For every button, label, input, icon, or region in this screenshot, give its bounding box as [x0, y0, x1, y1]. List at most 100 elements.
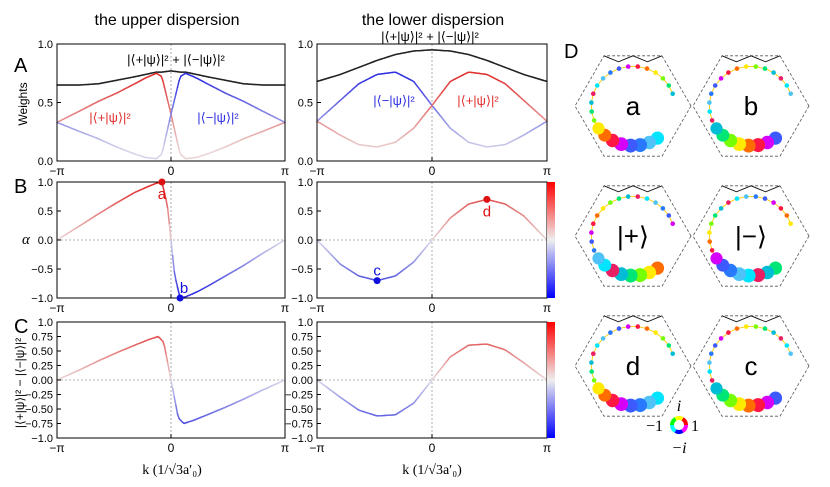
- site-dot: [670, 91, 675, 96]
- site-dot: [591, 221, 596, 226]
- site-dot: [616, 66, 622, 71]
- weights-y-label: Weights: [16, 82, 30, 125]
- site-dot: [762, 196, 768, 201]
- site-dot: [707, 360, 712, 365]
- site-dot: [589, 100, 594, 105]
- site-dot: [718, 206, 724, 211]
- upper-alpha-y-tick-label: −0.5: [31, 264, 53, 276]
- point-label-b: b: [180, 280, 188, 297]
- colorbar-c: [547, 322, 555, 438]
- lower-weights-y-tick-label: 1.0: [298, 39, 313, 51]
- site-dot: [707, 369, 712, 374]
- site-dot: [712, 343, 718, 348]
- alpha-y-label: α: [22, 232, 31, 248]
- colorbar-b: [547, 182, 555, 298]
- upper-diff-y-tick-label: 0.25: [32, 361, 53, 373]
- point-label-c: c: [373, 263, 381, 280]
- lower-weights-x-tick-label: 0: [429, 164, 436, 178]
- site-dot: [712, 83, 718, 88]
- upper-weights-plus-segment: [176, 142, 180, 151]
- lower-diff-y-tick-label: 0.50: [292, 346, 313, 358]
- lower-weights-y-tick-label: 0.5: [298, 98, 313, 110]
- upper-diff-difference-segment: [171, 387, 176, 398]
- site-dot: [625, 64, 631, 69]
- bond-lines: [603, 315, 663, 323]
- site-dot: [653, 330, 658, 335]
- diff-y-label: |⟨+|ψ⟩|² − |⟨−|ψ⟩|²: [13, 338, 27, 428]
- site-dot: [666, 213, 672, 218]
- hexagon-cell: |+⟩: [574, 185, 692, 287]
- lower-diff-x-tick-label: π: [543, 441, 551, 455]
- lower-diff-x-tick-label: −π: [309, 441, 324, 455]
- hexagon-outline: [692, 185, 810, 287]
- hexagon-label: d: [626, 351, 640, 381]
- site-dot: [771, 330, 776, 335]
- panel-letter-d: D: [564, 41, 578, 63]
- site-dot: [600, 336, 606, 341]
- site-dot: [743, 64, 749, 69]
- point-label-a: a: [158, 186, 167, 203]
- site-dot: [710, 252, 723, 265]
- lower-dispersion-title: the lower dispersion: [362, 12, 504, 29]
- upper-weights-y-tick-label: 0.0: [38, 156, 53, 168]
- site-dot: [600, 206, 606, 211]
- hexagon-cell: a: [574, 55, 692, 157]
- site-dot: [600, 76, 606, 81]
- site-dot: [726, 70, 731, 75]
- upper-weights-minus-segment: [171, 100, 176, 109]
- upper-weights-minus-segment: [170, 106, 174, 115]
- lower-diff-x-tick-label: 0: [429, 441, 436, 455]
- upper-weights-plus-segment: [160, 75, 164, 82]
- site-dot: [771, 200, 776, 205]
- point-c: [373, 277, 381, 285]
- hexagon-outline: [574, 185, 692, 287]
- point-d: [483, 195, 491, 203]
- site-dot: [734, 326, 740, 331]
- site-dot: [771, 70, 776, 75]
- panel-letter-a: A: [14, 55, 28, 77]
- site-dot: [709, 118, 715, 123]
- upper-weights-minus-segment: [163, 134, 167, 144]
- site-dot: [778, 206, 784, 211]
- site-dot: [743, 324, 749, 329]
- lower-weights-y-tick-label: 0.0: [298, 156, 313, 168]
- point-label-d: d: [483, 203, 491, 220]
- phase-ring-segment: [674, 429, 684, 434]
- site-dot: [707, 109, 712, 114]
- lower-diff-y-tick-label: 0.25: [292, 361, 313, 373]
- upper-weights-y-tick-label: 0.5: [38, 98, 53, 110]
- upper-dispersion-title: the upper dispersion: [95, 12, 240, 29]
- site-dot: [660, 206, 666, 211]
- upper-alpha-y-tick-label: 0.5: [38, 206, 53, 218]
- site-dot: [644, 326, 650, 331]
- hexagon-outline: [574, 315, 692, 417]
- upper-alpha-alpha-segment: [165, 199, 169, 210]
- lower-alpha-y-tick-label: 0.0: [298, 235, 313, 247]
- site-dot: [670, 351, 675, 357]
- panel-letter-c: C: [14, 316, 28, 338]
- site-dot: [710, 382, 723, 395]
- site-dot: [726, 330, 731, 335]
- upper-diff-y-tick-label: −1.0: [31, 433, 53, 445]
- site-dot: [653, 200, 658, 205]
- site-dot: [644, 196, 650, 201]
- upper-diff-difference-segment: [163, 345, 167, 356]
- upper-diff-y-tick-label: −0.75: [25, 419, 53, 431]
- lower-diff-y-tick-label: −0.50: [285, 404, 313, 416]
- phase-legend: i −1 1 −i: [646, 398, 699, 457]
- x-axis-label-left: k (1/√3a′₀): [142, 463, 202, 478]
- site-dot: [788, 221, 793, 226]
- hexagon-outline: [574, 55, 692, 157]
- upper-diff-y-tick-label: −0.25: [25, 390, 53, 402]
- panel-letter-b: B: [14, 176, 27, 198]
- phase-legend-right: 1: [691, 418, 699, 435]
- site-dot: [784, 83, 790, 88]
- site-dot: [709, 248, 715, 253]
- site-dot: [635, 324, 641, 329]
- upper-alpha-y-tick-label: 0.0: [38, 235, 53, 247]
- upper-weights-minus-segment: [178, 75, 182, 82]
- site-dot: [734, 66, 740, 71]
- site-dot: [591, 91, 596, 96]
- upper-weights-plus-segment: [163, 86, 167, 95]
